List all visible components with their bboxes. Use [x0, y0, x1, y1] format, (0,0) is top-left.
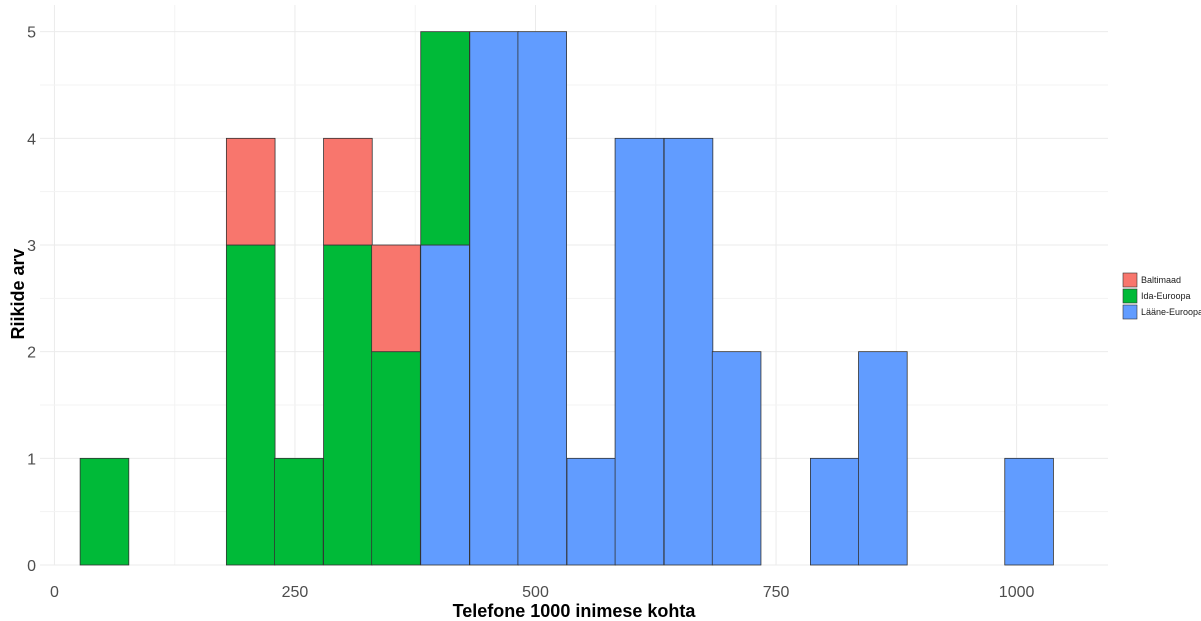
x-tick-label: 250	[282, 584, 309, 601]
x-tick-label: 750	[763, 584, 790, 601]
x-tick-label: 0	[50, 584, 59, 601]
y-tick-label: 3	[27, 238, 36, 255]
histogram-bar	[323, 137, 373, 246]
histogram-bar	[274, 457, 324, 566]
histogram-bar	[810, 457, 860, 566]
grid	[40, 5, 1108, 566]
histogram-bar	[517, 31, 567, 566]
x-tick-label: 1000	[999, 584, 1035, 601]
histogram-bar	[858, 351, 908, 566]
x-tick-label: 500	[522, 584, 549, 601]
legend-label: Baltimaad	[1141, 275, 1181, 285]
y-tick-label: 5	[27, 25, 36, 42]
y-axis-title: Riikide arv	[8, 248, 28, 339]
histogram-bar	[1004, 457, 1054, 566]
y-tick-label: 0	[27, 558, 36, 575]
bars	[79, 31, 1054, 566]
y-tick-label: 2	[27, 345, 36, 362]
legend-swatch	[1122, 288, 1138, 304]
legend: Baltimaad Ida-Euroopa Lääne-Euroopa	[1122, 272, 1201, 320]
histogram-bar	[79, 457, 130, 566]
histogram-bar	[420, 244, 470, 566]
histogram-bar	[371, 351, 421, 566]
histogram-bar	[711, 351, 762, 566]
y-tick-label: 1	[27, 451, 36, 468]
histogram-bar	[469, 31, 519, 566]
histogram-bar	[225, 137, 276, 246]
histogram-bar	[225, 244, 276, 566]
histogram-bar	[663, 137, 714, 566]
histogram-bar	[614, 137, 665, 566]
histogram-bar	[566, 457, 617, 566]
histogram-bar	[420, 31, 470, 246]
y-axis-ticks: 0 1 2 3 4 5	[27, 25, 36, 575]
legend-swatch	[1122, 304, 1138, 320]
x-axis-ticks: 0 250 500 750 1000	[50, 584, 1035, 601]
y-tick-label: 4	[27, 131, 36, 148]
histogram-bar	[323, 244, 373, 566]
legend-swatch	[1122, 272, 1138, 288]
legend-label: Ida-Euroopa	[1141, 291, 1191, 301]
legend-label: Lääne-Euroopa	[1141, 307, 1201, 317]
histogram-bar	[371, 244, 421, 353]
x-axis-title: Telefone 1000 inimese kohta	[453, 601, 697, 621]
